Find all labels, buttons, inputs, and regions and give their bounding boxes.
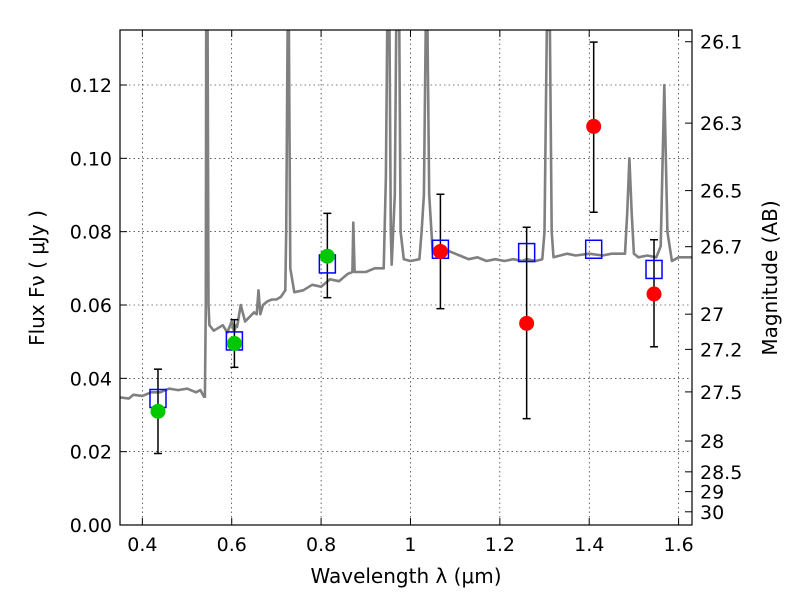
x-tick-label: 1	[404, 534, 416, 556]
observed-flux-point-green	[319, 248, 335, 264]
y-tick-label: 0.00	[70, 515, 112, 537]
model-flux-square	[517, 242, 536, 263]
magnitude-tick-label: 29	[700, 482, 724, 504]
model-spectrum-line	[120, 30, 692, 400]
magnitude-tick-label: 28.5	[700, 462, 742, 484]
magnitude-tick-label: 30	[700, 502, 724, 524]
x-tick-label: 1.4	[574, 534, 604, 556]
x-tick-label: 1.2	[485, 534, 515, 556]
magnitude-tick-label: 26.1	[700, 32, 742, 54]
magnitude-tick-label: 28	[700, 431, 724, 453]
x-tick-label: 0.6	[217, 534, 247, 556]
y-tick-label: 0.12	[70, 75, 112, 97]
model-flux-square	[645, 259, 663, 280]
magnitude-tick-label: 26.7	[700, 237, 742, 259]
observed-flux-point-red	[519, 315, 535, 331]
observed-flux-point-red	[432, 243, 448, 259]
observed-flux-point-green	[150, 403, 166, 419]
magnitude-tick-label: 27	[700, 304, 724, 326]
magnitude-tick-label: 27.2	[700, 339, 742, 361]
model-flux-square	[584, 239, 603, 260]
y-tick-label: 0.06	[70, 295, 112, 317]
y-tick-label: 0.10	[70, 148, 112, 170]
x-axis-label: Wavelength λ (μm)	[310, 564, 501, 588]
y-axis-label-left: Flux Fν ( μJy )	[25, 210, 49, 346]
magnitude-tick-label: 27.5	[700, 382, 742, 404]
x-tick-label: 0.4	[127, 534, 157, 556]
magnitude-tick-label: 26.3	[700, 113, 742, 135]
y-axis-label-right: Magnitude (AB)	[758, 200, 782, 355]
axis-ticks: 0.4 0.6 0.8 1 1.2 1.4 1.6 0.00 0.02 0.04 0.06 0.08 0…	[70, 30, 742, 556]
y-tick-label: 0.02	[70, 442, 112, 464]
y-tick-label: 0.04	[70, 368, 112, 390]
photometry-markers	[149, 41, 663, 455]
observed-flux-point-red	[586, 118, 602, 134]
plot-frame	[119, 29, 693, 526]
grid	[120, 30, 692, 526]
model-spectrum-layer	[120, 30, 692, 400]
x-tick-label: 0.8	[306, 534, 336, 556]
observed-flux-point-green	[226, 336, 242, 351]
x-tick-label: 1.6	[663, 534, 693, 556]
observed-flux-point-red	[646, 286, 662, 302]
magnitude-tick-label: 26.5	[700, 181, 742, 203]
y-tick-label: 0.08	[70, 222, 112, 244]
